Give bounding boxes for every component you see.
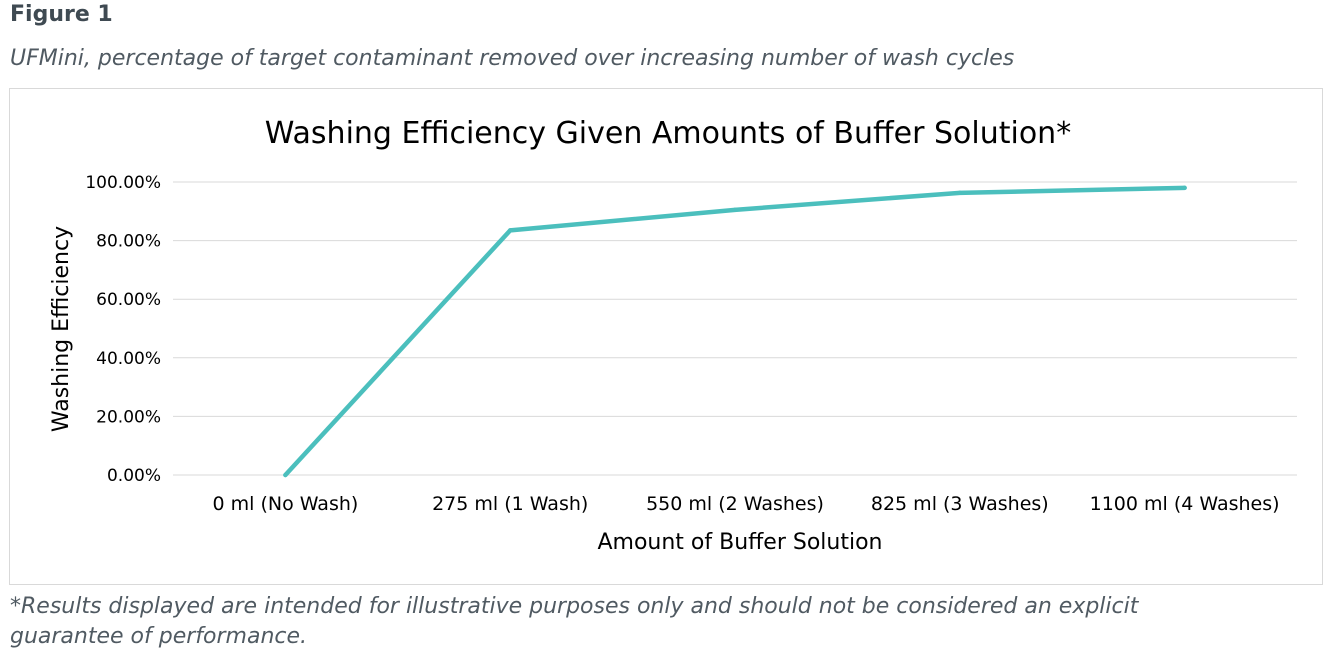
footnote-line-1: *Results displayed are intended for illu… <box>10 594 1139 619</box>
series-layer <box>283 185 1187 478</box>
x-axis-ticks: 0 ml (No Wash) 275 ml (1 Wash) 550 ml (2 W… <box>212 493 1279 515</box>
data-point <box>732 207 738 213</box>
chart-frame: Washing Efficiency Given Amounts of Buff… <box>9 88 1323 585</box>
y-axis-ticks: 0.00% 20.00% 40.00% 60.00% 80.00% 100.00% <box>85 173 161 486</box>
figure-label: Figure 1 <box>10 2 113 27</box>
line-chart: Washing Efficiency Given Amounts of Buff… <box>49 116 1297 555</box>
x-tick-label: 825 ml (3 Washes) <box>871 493 1049 515</box>
data-point <box>283 472 288 478</box>
gridlines <box>173 181 1297 476</box>
footnote-line-2: guarantee of performance. <box>10 624 308 649</box>
y-tick-label: 20.00% <box>96 407 161 427</box>
y-tick-label: 40.00% <box>96 349 161 369</box>
x-tick-label: 1100 ml (4 Washes) <box>1090 493 1280 515</box>
data-point <box>508 228 513 233</box>
x-tick-label: 550 ml (2 Washes) <box>646 493 824 515</box>
y-tick-label: 0.00% <box>107 466 161 486</box>
data-point <box>1182 185 1187 191</box>
series-line <box>283 185 1187 478</box>
y-tick-label: 80.00% <box>96 232 161 252</box>
y-tick-label: 100.00% <box>85 173 161 193</box>
figure-caption: UFMini, percentage of target contaminant… <box>10 46 1015 71</box>
data-point <box>957 190 962 196</box>
footnote: *Results displayed are intended for illu… <box>10 592 1330 652</box>
y-axis-title: Washing Efficiency <box>49 226 74 432</box>
x-axis-title: Amount of Buffer Solution <box>597 530 882 555</box>
chart-title: Washing Efficiency Given Amounts of Buff… <box>265 116 1071 151</box>
x-tick-label: 0 ml (No Wash) <box>212 493 358 515</box>
y-tick-label: 60.00% <box>96 290 161 310</box>
x-tick-label: 275 ml (1 Wash) <box>432 493 588 515</box>
